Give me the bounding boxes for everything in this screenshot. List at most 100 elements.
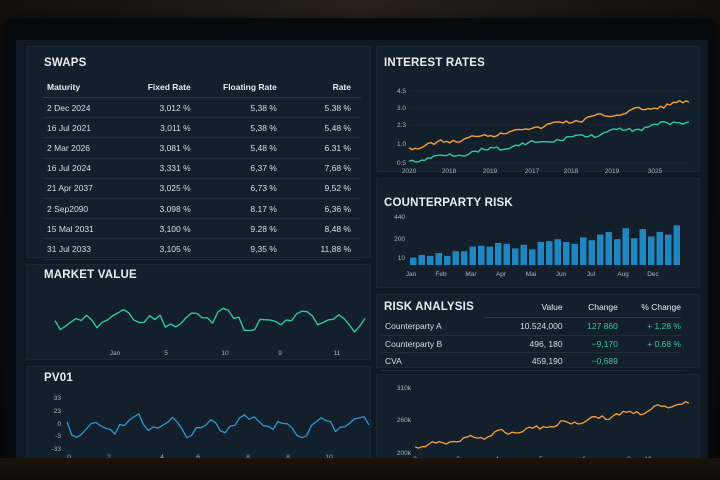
counterparty-risk-bar[interactable]: [571, 243, 579, 265]
swaps-row[interactable]: 2 Dec 2024 3,012 % 5,38 % 5.38 %: [43, 97, 361, 119]
interest-rates-x-tick: 2019: [483, 168, 498, 175]
swaps-row[interactable]: 16 Jul 2021 3,011 % 5,38 % 5,48 %: [43, 117, 361, 139]
counterparty-risk-bar[interactable]: [520, 244, 528, 265]
counterparty-risk-bar[interactable]: [418, 254, 426, 265]
swaps-row[interactable]: 16 Jul 2024 3,331 % 6,37 % 7,68 %: [43, 158, 361, 179]
counterparty-risk-bar[interactable]: [486, 246, 494, 265]
interest-rates-panel: INTEREST RATES 4.5 3.0 2.3 1.0 0.5 2020 2018 20…: [376, 46, 700, 175]
pv01-x-tick: 8: [286, 454, 290, 461]
counterparty-risk-bar[interactable]: [605, 231, 613, 265]
interest-rates-y-tick: 0.5: [397, 160, 406, 167]
counterparty-risk-bar[interactable]: [580, 237, 587, 265]
risk-row[interactable]: Counterparty A 10.524,000 127 860 + 1.28 %: [381, 317, 681, 336]
floating-rate-cell: 5,38 %: [190, 97, 277, 119]
fixed-rate-cell: 3,011 %: [114, 117, 191, 139]
col-fixed-rate[interactable]: Fixed Rate: [114, 77, 191, 98]
pv01-x-tick: 6: [196, 454, 200, 461]
interest-rates-x-tick: 2018: [564, 168, 579, 175]
interest-rates-title: INTEREST RATES: [384, 57, 485, 69]
counterparty-risk-bar[interactable]: [444, 255, 451, 265]
counterparty-risk-bar[interactable]: [554, 239, 562, 265]
col-floating-rate[interactable]: Floating Rate: [190, 77, 277, 98]
market-value-x-tick: 11: [334, 350, 341, 357]
maturity-cell: 21 Apr 2037: [43, 178, 115, 199]
counterparty-risk-bar[interactable]: [614, 239, 621, 265]
swaps-table: Maturity Fixed Rate Floating Rate Rate 2…: [43, 77, 361, 260]
fixed-rate-cell: 3,012 %: [114, 97, 191, 119]
floating-rate-cell: 6,73 %: [190, 178, 277, 199]
fixed-rate-cell: 3,100 %: [114, 218, 191, 240]
rate-cell: 5,48 %: [276, 117, 361, 139]
rate-cell: 11,88 %: [276, 238, 361, 260]
col-change[interactable]: Change: [562, 297, 618, 318]
counterparty-risk-bar[interactable]: [410, 257, 417, 265]
counterparty-risk-bar[interactable]: [673, 225, 681, 265]
counterparty-risk-bar[interactable]: [469, 246, 477, 265]
exposure-y-tick: 310k: [397, 385, 412, 392]
market-value-x-tick: Jan: [110, 350, 121, 357]
floating-rate-cell: 9,35 %: [190, 238, 277, 260]
interest-rates-x-tick: 2019: [605, 168, 620, 175]
counterparty-risk-bar[interactable]: [588, 240, 596, 265]
interest-rates-y-tick: 3.0: [397, 105, 406, 112]
counterparty-risk-bar[interactable]: [452, 251, 460, 265]
swaps-row[interactable]: 15 Mal 2031 3,100 % 9.28 % 8,48 %: [43, 218, 361, 240]
risk-row[interactable]: CVA 459,190 −0,689: [381, 352, 681, 371]
pv01-chart: 33 23 0 -3 -33 0 2 4 6 8 8 10: [52, 395, 370, 461]
interest-rates-line-orange: [408, 99, 690, 151]
counterparty-risk-bar[interactable]: [512, 248, 519, 265]
counterparty-risk-bar[interactable]: [503, 243, 511, 265]
counterparty-risk-x-tick: Jul: [587, 271, 596, 278]
counterparty-risk-bar[interactable]: [648, 236, 655, 266]
col-pct-change[interactable]: % Change: [617, 297, 681, 318]
col-value[interactable]: Value: [483, 297, 563, 318]
counterparty-risk-bar[interactable]: [529, 249, 536, 265]
counterparty-risk-bar[interactable]: [435, 253, 443, 265]
counterparty-risk-chart: 440 200 10 Jan Feb Mar Apr Mai Jun Jul Aug Dec: [394, 214, 681, 278]
risk-row[interactable]: Counterparty B 496, 180 −9,170 + 0.68 %: [381, 335, 681, 353]
exposure-panel: 310k260k200k02456810: [376, 374, 700, 462]
counterparty-risk-bar[interactable]: [665, 234, 672, 265]
counterparty-cell: Counterparty B: [381, 335, 484, 353]
pv01-y-tick: 23: [54, 408, 62, 415]
change-cell: −9,170: [562, 335, 618, 353]
swaps-title: SWAPS: [44, 57, 87, 69]
swaps-row[interactable]: 2 Mar 2026 3,081 % 5,48 % 6.31 %: [43, 137, 361, 159]
counterparty-risk-bar[interactable]: [631, 238, 638, 265]
counterparty-risk-bar[interactable]: [563, 242, 570, 265]
counterparty-risk-bar[interactable]: [537, 242, 545, 265]
risk-header-row: Value Change % Change: [381, 297, 681, 318]
counterparty-risk-bar[interactable]: [546, 241, 553, 265]
counterparty-risk-bar[interactable]: [622, 228, 630, 265]
swaps-row[interactable]: 21 Apr 2037 3,025 % 6,73 % 9,52 %: [43, 178, 361, 199]
floating-rate-cell: 8.17 %: [190, 198, 277, 220]
counterparty-risk-bar[interactable]: [427, 255, 434, 265]
rate-cell: 6,36 %: [276, 198, 361, 220]
counterparty-risk-bar[interactable]: [639, 229, 647, 265]
counterparty-risk-bar[interactable]: [597, 234, 604, 265]
counterparty-risk-bar[interactable]: [656, 231, 664, 265]
maturity-cell: 2 Sep2090: [43, 198, 115, 220]
exposure-line: [414, 400, 690, 449]
swaps-row[interactable]: 31 Jul 2033 3,105 % 9,35 % 11,88 %: [43, 238, 361, 260]
monitor-stand: [0, 458, 720, 480]
counterparty-risk-y-tick: 200: [394, 236, 405, 243]
counterparty-cell: CVA: [381, 352, 484, 371]
swaps-header-row: Maturity Fixed Rate Floating Rate Rate: [43, 77, 361, 98]
col-rate[interactable]: Rate: [276, 77, 361, 98]
counterparty-risk-bar[interactable]: [495, 242, 502, 265]
col-maturity[interactable]: Maturity: [43, 77, 115, 98]
interest-rates-x-tick: 2020: [402, 168, 417, 175]
rate-cell: 7,68 %: [276, 158, 361, 179]
counterparty-risk-bar[interactable]: [478, 245, 485, 265]
value-cell: 496, 180: [483, 335, 563, 353]
exposure-y-tick: 260k: [397, 417, 412, 424]
pv01-panel: PV01 33 23 0 -3 -33 0 2 4 6 8 8 10: [26, 366, 371, 462]
market-value-line: [54, 307, 366, 333]
swaps-row[interactable]: 2 Sep2090 3.098 % 8.17 % 6,36 %: [43, 198, 361, 220]
counterparty-risk-bar[interactable]: [461, 251, 468, 265]
counterparty-risk-x-tick: Jun: [556, 271, 567, 278]
pv01-title: PV01: [44, 372, 73, 384]
floating-rate-cell: 6,37 %: [190, 158, 277, 179]
